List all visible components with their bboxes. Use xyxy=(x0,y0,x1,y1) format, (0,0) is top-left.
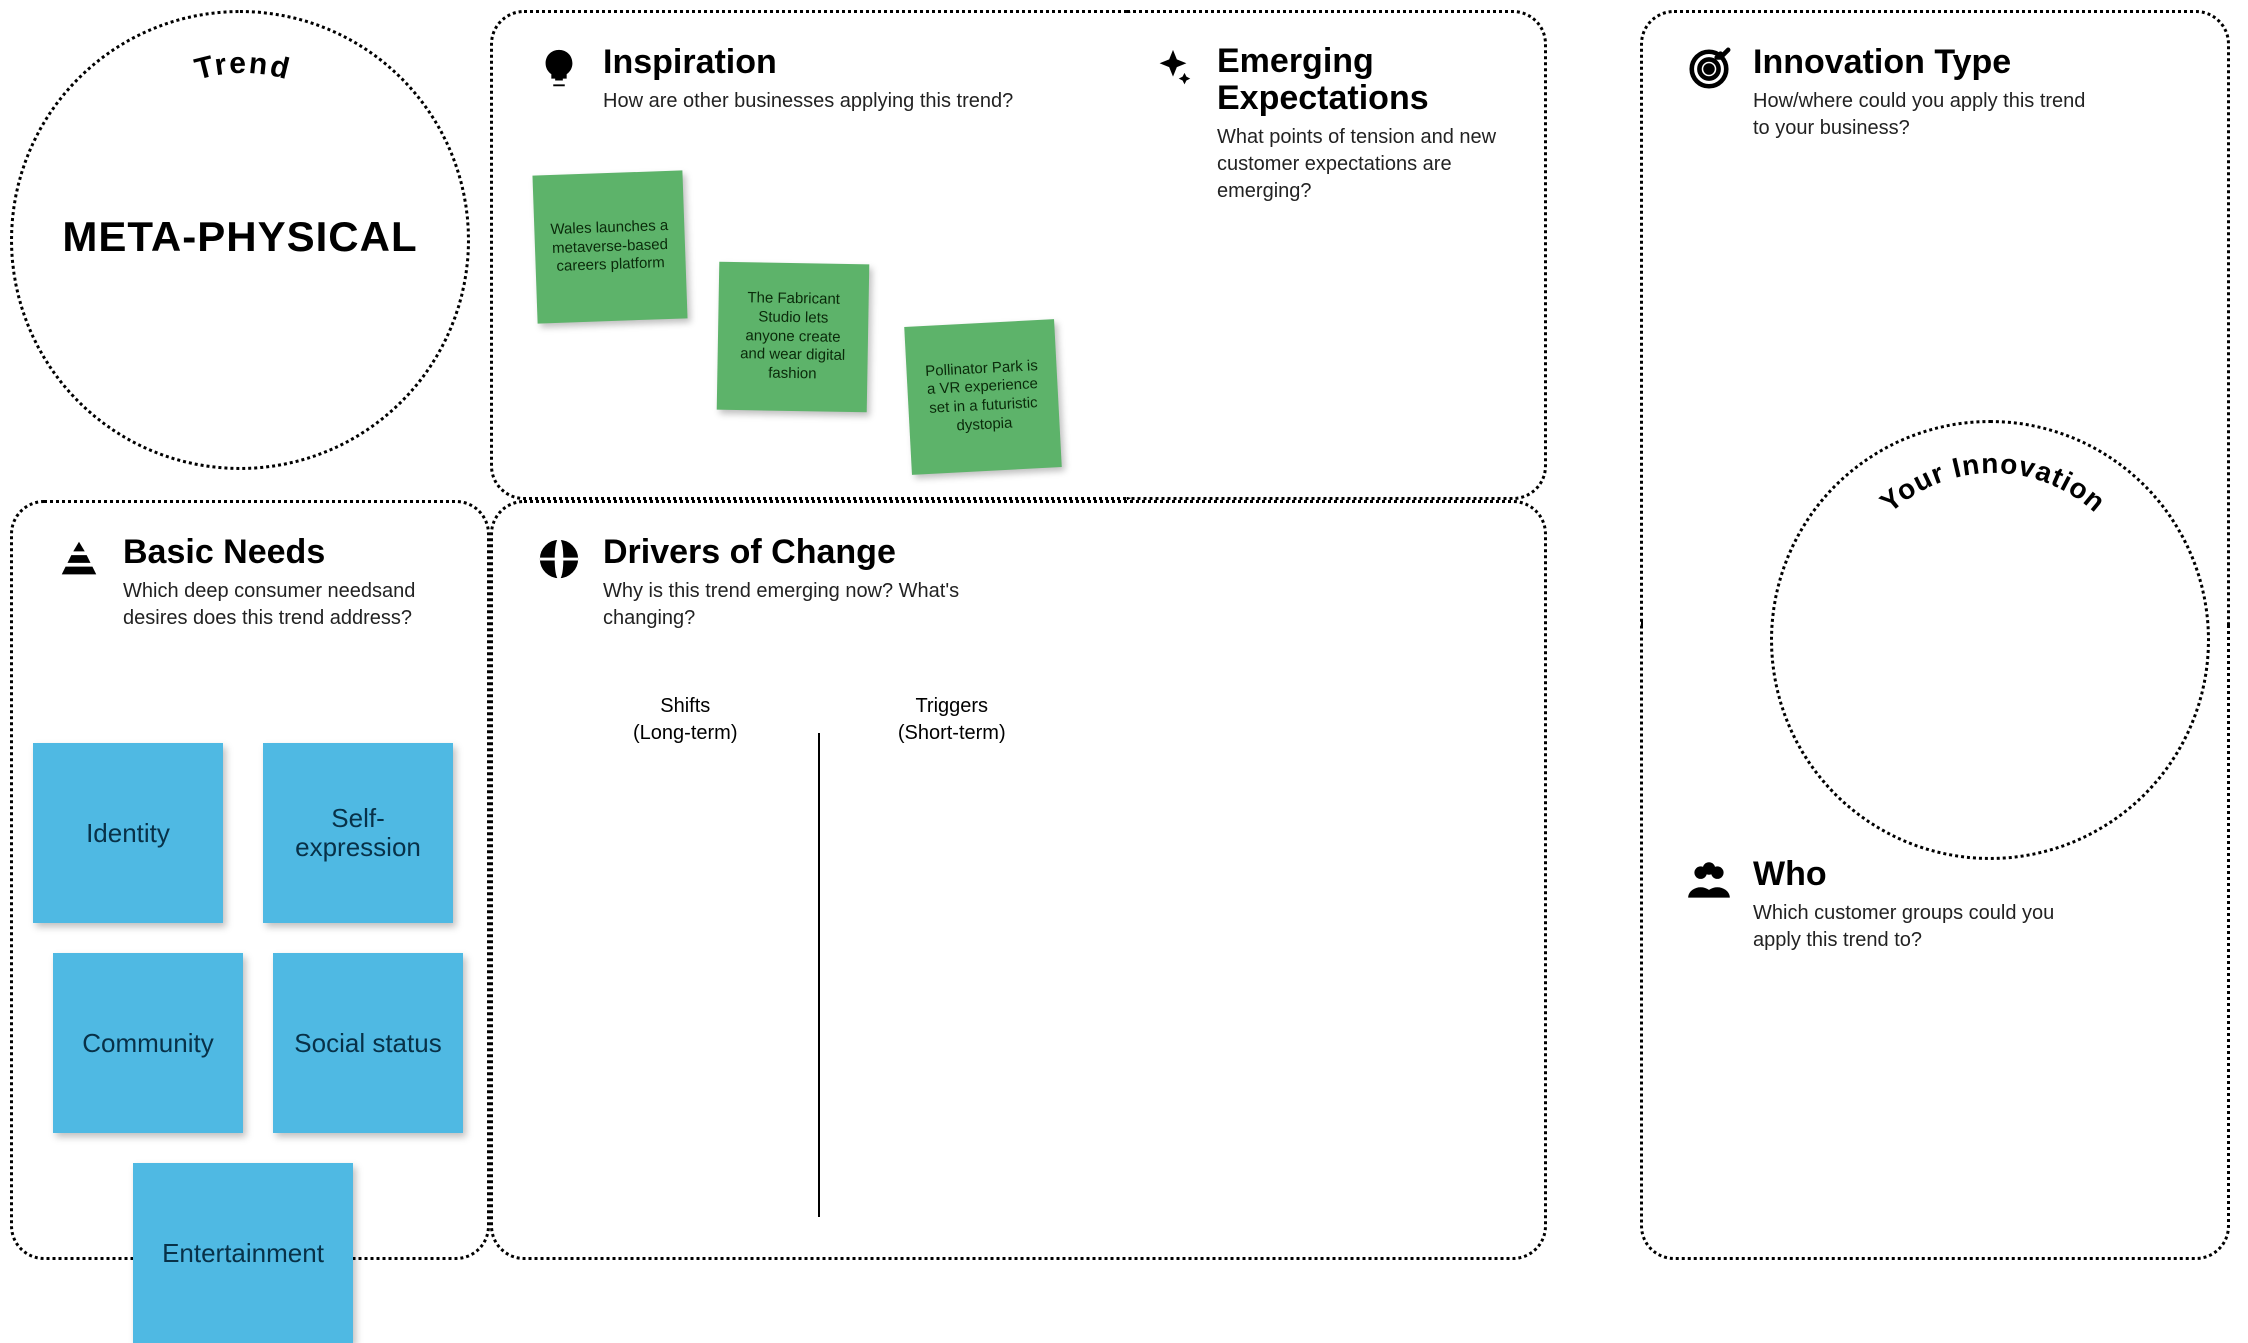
lightbulb-icon xyxy=(533,43,585,95)
who-subtitle: Which customer groups could you apply th… xyxy=(1753,900,2093,954)
emerging-subtitle: What points of tension and new customer … xyxy=(1217,124,1504,205)
basic-needs-panel: Basic Needs Which deep consumer needsand… xyxy=(10,500,490,1260)
trend-circle: Trend META-PHYSICAL xyxy=(10,10,470,470)
your-innovation-curved-text: Your Innovation xyxy=(1773,423,2213,863)
drivers-panel: Drivers of Change Why is this trend emer… xyxy=(490,500,1547,1260)
sparkle-icon xyxy=(1147,43,1199,95)
basic-needs-note[interactable]: Entertainment xyxy=(133,1163,353,1343)
drivers-columns: Shifts (Long-term) Triggers (Short-term) xyxy=(553,693,1084,1217)
globe-icon xyxy=(533,533,585,585)
basic-needs-note[interactable]: Social status xyxy=(273,953,463,1133)
inspiration-subtitle: How are other businesses applying this t… xyxy=(603,88,1013,115)
svg-text:Your Innovation: Your Innovation xyxy=(1874,448,2112,518)
drivers-subtitle: Why is this trend emerging now? What's c… xyxy=(603,578,983,632)
innovation-type-subtitle: How/where could you apply this trend to … xyxy=(1753,88,2093,142)
basic-needs-subtitle: Which deep consumer needsand desires doe… xyxy=(123,578,447,632)
people-icon xyxy=(1683,855,1735,907)
inspiration-note[interactable]: The Fabricant Studio lets anyone create … xyxy=(717,262,870,413)
emerging-title: Emerging Expectations xyxy=(1217,43,1504,118)
inspiration-panel: Inspiration How are other businesses app… xyxy=(490,10,1130,500)
inspiration-note[interactable]: Pollinator Park is a VR experience set i… xyxy=(904,319,1062,475)
emerging-panel: Emerging Expectations What points of ten… xyxy=(1127,10,1547,500)
drivers-title: Drivers of Change xyxy=(603,533,983,572)
drivers-col-left: Shifts (Long-term) xyxy=(553,693,818,1217)
inspiration-note[interactable]: Wales launches a metaverse-based careers… xyxy=(532,170,687,323)
your-innovation-circle: Your Innovation xyxy=(1770,420,2210,860)
pyramid-icon xyxy=(53,533,105,585)
target-icon xyxy=(1683,43,1735,95)
trend-title: META-PHYSICAL xyxy=(13,213,467,261)
svg-text:Trend: Trend xyxy=(192,47,295,87)
basic-needs-title: Basic Needs xyxy=(123,533,447,572)
basic-needs-note[interactable]: Self-expression xyxy=(263,743,453,923)
drivers-col-right: Triggers (Short-term) xyxy=(820,693,1085,1217)
basic-needs-note[interactable]: Community xyxy=(53,953,243,1133)
innovation-type-title: Innovation Type xyxy=(1753,43,2093,82)
basic-needs-note[interactable]: Identity xyxy=(33,743,223,923)
inspiration-title: Inspiration xyxy=(603,43,1013,82)
